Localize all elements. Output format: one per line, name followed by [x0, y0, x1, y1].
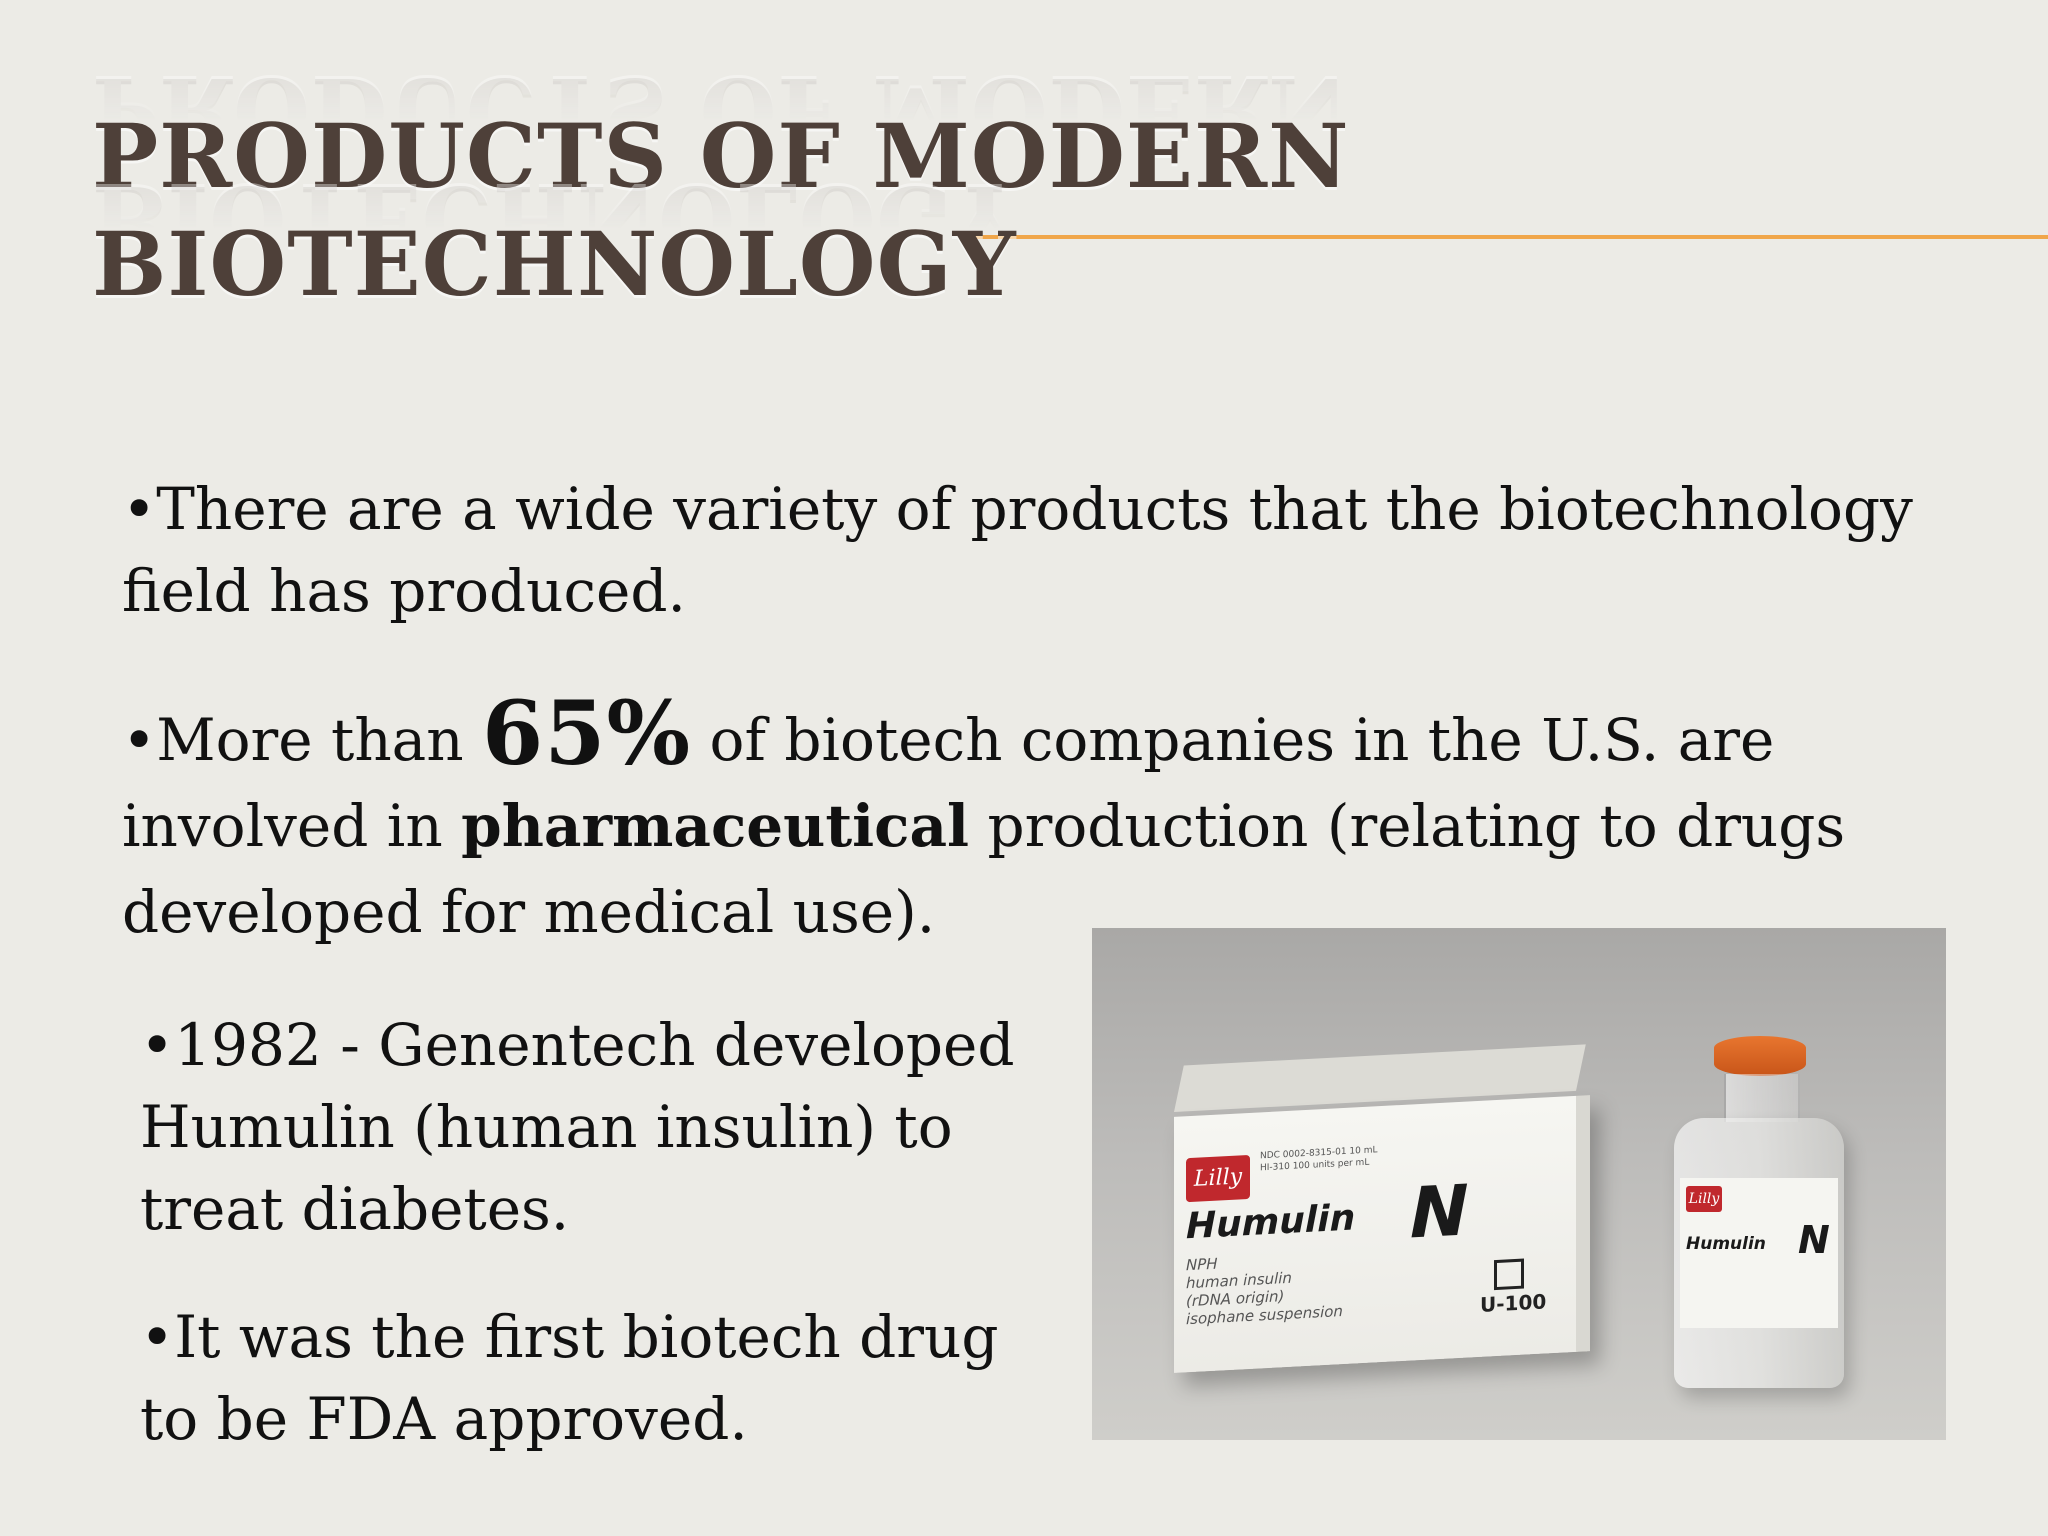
vial-label: Lilly Humulin N	[1680, 1178, 1838, 1328]
humulin-product-photo: Lilly NDC 0002-8315-01 10 mL HI-310 100 …	[1092, 928, 1946, 1440]
stat-suffix: production (relating to drugs developed …	[122, 792, 1846, 946]
box-description: NPH human insulin (rDNA origin) isophane…	[1186, 1245, 1406, 1329]
box-product-letter: N	[1410, 1169, 1469, 1255]
box-checkbox-mark	[1494, 1258, 1524, 1291]
bullet-variety-of-products: •There are a wide variety of products th…	[122, 475, 1913, 625]
humulin-box: Lilly NDC 0002-8315-01 10 mL HI-310 100 …	[1174, 1095, 1590, 1373]
vial-cap	[1714, 1036, 1806, 1076]
bullet-humulin-1982: •1982 - Genentech developed Humulin (hum…	[140, 1011, 1015, 1243]
box-product-name: Humulin	[1186, 1197, 1356, 1248]
vial-product-letter: N	[1798, 1218, 1830, 1262]
title-line-1: PRODUCTS OF MODERN	[92, 102, 1372, 210]
lilly-logo: Lilly	[1186, 1154, 1250, 1203]
bullet-first-fda-approved: •It was the first biotech drug to be FDA…	[140, 1303, 999, 1453]
box-strength: U-100	[1480, 1289, 1547, 1317]
stat-prefix: More than	[156, 706, 483, 774]
vial-lilly-logo: Lilly	[1686, 1186, 1722, 1212]
stat-middle: of biotech companies in the U.S. are inv…	[122, 706, 1775, 860]
vial-body: Lilly Humulin N	[1674, 1118, 1844, 1388]
stat-65-percent: 65%	[482, 681, 692, 785]
box-ndc-text: NDC 0002-8315-01 10 mL HI-310 100 units …	[1260, 1145, 1378, 1174]
insulin-vial: Lilly Humulin N	[1674, 1036, 1844, 1388]
vial-neck	[1724, 1074, 1800, 1122]
slide-title: PRODUCTS OF MODERN BIOTECHNOLOGY	[92, 102, 1372, 318]
bullet-marker: •	[122, 706, 157, 774]
vial-product-name: Humulin	[1686, 1234, 1766, 1254]
title-accent-line	[960, 235, 2048, 239]
title-line-2: BIOTECHNOLOGY	[92, 210, 1372, 318]
pharmaceutical-term: pharmaceutical	[461, 792, 970, 860]
bullet-pharmaceutical-stat: •More than 65% of biotech companies in t…	[122, 689, 1972, 955]
